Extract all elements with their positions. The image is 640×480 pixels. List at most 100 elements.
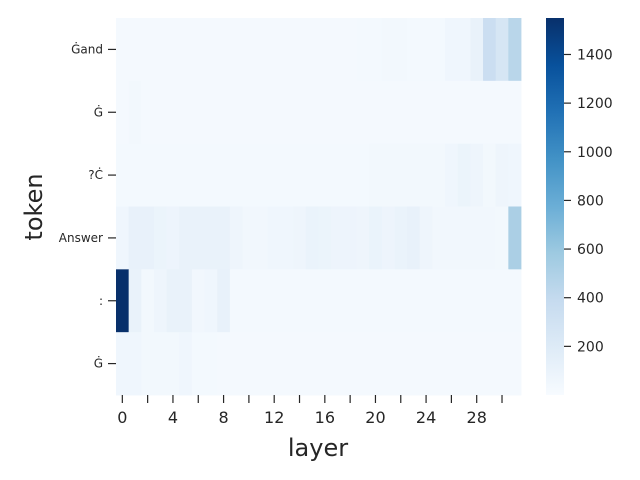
heatmap-cell: [267, 206, 281, 270]
heatmap-cell: [331, 206, 345, 270]
heatmap-cell: [255, 18, 269, 82]
heatmap-cell: [419, 18, 433, 82]
heatmap-cell: [457, 206, 471, 270]
colorbar-tick-label: 1200: [577, 96, 613, 112]
heatmap-cell: [470, 206, 484, 270]
heatmap-cell: [153, 18, 168, 82]
heatmap-cell: [508, 332, 522, 396]
heatmap-cell: [153, 80, 168, 145]
heatmap-cell: [128, 143, 142, 207]
heatmap-cell: [394, 143, 408, 207]
colorbar-tick-label: 1400: [577, 47, 613, 63]
heatmap-cell: [305, 80, 319, 145]
heatmap-cell: [432, 206, 446, 270]
x-tick-label: 20: [365, 408, 385, 427]
x-tick-label: 4: [168, 408, 178, 427]
heatmap-cell: [470, 80, 484, 145]
heatmap-cell: [318, 18, 332, 82]
heatmap-cell: [128, 80, 142, 145]
heatmap-cell: [191, 18, 205, 82]
heatmap-cell: [204, 80, 218, 145]
y-tick-label: Ġ: [94, 103, 103, 119]
heatmap-cell: [141, 18, 155, 82]
heatmap-cell: [495, 269, 509, 333]
heatmap-cell: [508, 80, 522, 145]
heatmap-cell: [217, 332, 231, 396]
heatmap-cell: [318, 143, 332, 207]
heatmap-cell: [457, 80, 471, 145]
heatmap-cell: [470, 18, 484, 82]
heatmap-cell: [318, 332, 332, 396]
heatmap-cell: [153, 269, 168, 333]
heatmap-cell: [191, 80, 205, 145]
heatmap-cell: [508, 206, 522, 270]
heatmap-cell: [166, 332, 180, 396]
heatmap-cell: [255, 80, 269, 145]
heatmap-cell: [141, 80, 155, 145]
heatmap-cell: [242, 206, 256, 270]
heatmap-cell: [179, 80, 193, 145]
heatmap-cell: [483, 332, 497, 396]
heatmap-cell: [381, 269, 395, 333]
heatmap-cell: [331, 80, 345, 145]
heatmap-cell: [483, 206, 497, 270]
y-axis-label: token: [20, 173, 48, 240]
x-axis-label: layer: [288, 434, 348, 462]
heatmap-cell: [229, 18, 243, 82]
heatmap-cell: [407, 332, 421, 396]
heatmap-cell: [217, 143, 231, 207]
heatmap-cell: [191, 332, 205, 396]
heatmap-cell: [445, 143, 459, 207]
heatmap-cell: [432, 143, 446, 207]
colorbar: [546, 18, 564, 395]
heatmap-cell: [407, 269, 421, 333]
heatmap-cell: [419, 269, 433, 333]
colorbar-tick-label: 200: [577, 339, 604, 355]
heatmap-cell: [495, 206, 509, 270]
heatmap-cell: [470, 332, 484, 396]
heatmap-cell: [356, 206, 370, 270]
heatmap-cell: [217, 206, 231, 270]
heatmap-cell: [343, 206, 357, 270]
heatmap-cell: [495, 80, 509, 145]
heatmap-cell: [381, 143, 395, 207]
heatmap-cell: [369, 206, 383, 270]
heatmap-cells: [116, 18, 522, 396]
heatmap-cell: [229, 332, 243, 396]
heatmap-cell: [242, 332, 256, 396]
heatmap-cell: [166, 143, 180, 207]
heatmap-cell: [179, 18, 193, 82]
heatmap-cell: [128, 269, 142, 333]
heatmap-cell: [483, 269, 497, 333]
heatmap-cell: [356, 332, 370, 396]
heatmap-cell: [356, 80, 370, 145]
heatmap-cell: [116, 332, 130, 396]
heatmap-cell: [280, 332, 294, 396]
heatmap-cell: [229, 143, 243, 207]
heatmap-cell: [419, 332, 433, 396]
heatmap-cell: [343, 80, 357, 145]
heatmap-cell: [179, 206, 193, 270]
heatmap-cell: [217, 18, 231, 82]
heatmap-cell: [191, 269, 205, 333]
heatmap-cell: [141, 332, 155, 396]
heatmap-cell: [242, 269, 256, 333]
heatmap-cell: [191, 206, 205, 270]
heatmap-cell: [179, 269, 193, 333]
heatmap-cell: [204, 269, 218, 333]
heatmap-cell: [445, 206, 459, 270]
colorbar-tick-label: 800: [577, 193, 604, 209]
heatmap-cell: [293, 269, 307, 333]
heatmap-cell: [381, 206, 395, 270]
heatmap-cell: [217, 80, 231, 145]
colorbar-ticks: 200 400 600 800 1000 1200 1400: [564, 47, 613, 355]
heatmap-cell: [141, 206, 155, 270]
heatmap-cell: [305, 18, 319, 82]
heatmap-cell: [483, 143, 497, 207]
colorbar-tick-label: 1000: [577, 145, 613, 161]
heatmap-cell: [356, 269, 370, 333]
heatmap-cell: [267, 269, 281, 333]
heatmap-cell: [445, 18, 459, 82]
heatmap-cell: [394, 332, 408, 396]
heatmap-cell: [153, 143, 168, 207]
